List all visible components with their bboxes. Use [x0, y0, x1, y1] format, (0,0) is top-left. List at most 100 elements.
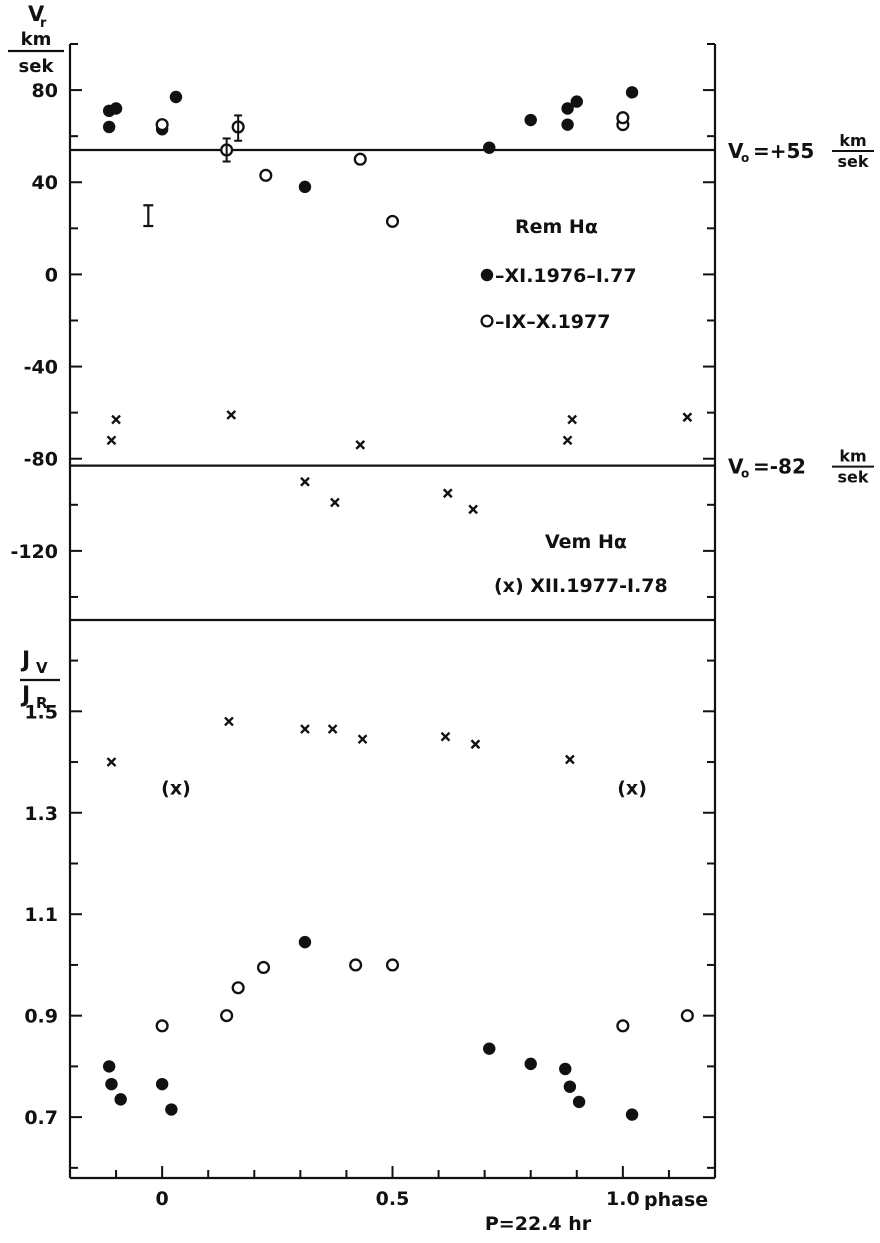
- y2-denominator-sub: R: [36, 694, 48, 712]
- x-point: [440, 731, 451, 742]
- bracketed-x-point: (x): [161, 777, 191, 799]
- filled-circle-point: [114, 1093, 127, 1106]
- filled-circle-point: [155, 1077, 169, 1091]
- x-point: [106, 435, 117, 446]
- x-stroke: [442, 488, 453, 499]
- legend-text-open: –IX–X.1977: [495, 311, 610, 333]
- x-point: [442, 488, 453, 499]
- filled-circle-point: [625, 1108, 639, 1121]
- filled-circle-point: [102, 1060, 116, 1073]
- filled-circle-point: [298, 180, 312, 194]
- x-point: [330, 497, 340, 508]
- ref-subscript: o: [741, 151, 749, 165]
- x-tick-label: 0.5: [376, 1188, 410, 1210]
- y-tick-label: 0.7: [24, 1107, 58, 1129]
- bracketed-x-point: (x): [617, 777, 647, 799]
- y-axis-unit-bottom: sek: [19, 56, 55, 77]
- filled-circle-point: [625, 86, 639, 99]
- open-circle-point: [353, 152, 367, 166]
- x-tick-label: 0: [156, 1188, 169, 1210]
- x-stroke: [682, 412, 693, 423]
- open-circle-point: [385, 214, 400, 228]
- upper-panel: 80 40 0 -40 -80 -120: [10, 43, 715, 598]
- y-tick-label: 0.9: [24, 1006, 58, 1028]
- x-stroke: [106, 435, 117, 446]
- x-point: [682, 412, 693, 423]
- filled-circle-point: [165, 1103, 178, 1116]
- ref-unit-bottom: sek: [837, 468, 868, 487]
- x-stroke: [470, 739, 481, 750]
- x-stroke: [300, 724, 310, 734]
- x-stroke: [355, 440, 366, 450]
- x-point: [224, 716, 234, 727]
- filled-circle-point: [572, 1095, 586, 1109]
- y-axis-unit-top: km: [21, 29, 52, 50]
- x-point: [327, 724, 338, 734]
- x-stroke: [327, 724, 338, 734]
- y-tick-label: -40: [24, 357, 58, 379]
- open-circle-point: [680, 1009, 694, 1023]
- filled-circle-point: [524, 1057, 537, 1071]
- x-stroke: [562, 435, 573, 446]
- x-tick-label: 1.0: [606, 1188, 640, 1210]
- y-tick-label: 1.3: [24, 803, 58, 825]
- y-tick-label: 0: [45, 264, 58, 286]
- open-circle-point: [256, 960, 271, 975]
- x-axis-label: phase: [644, 1189, 708, 1211]
- legend-text-filled: –XI.1976–I.77: [495, 265, 637, 287]
- x-point: [562, 435, 573, 446]
- x-stroke: [111, 414, 121, 425]
- ref-unit-top: km: [839, 131, 866, 150]
- y-tick-label: -120: [10, 541, 58, 563]
- ref-symbol: V: [728, 455, 744, 479]
- x-point: [106, 757, 117, 767]
- x-stroke: [224, 716, 234, 727]
- ref-unit-bottom: sek: [837, 152, 868, 171]
- vem-label: Vem Hα: [545, 531, 627, 553]
- y-tick-label: 40: [32, 172, 58, 194]
- plot-frame: [68, 44, 717, 1180]
- y-axis-symbol: V: [28, 2, 45, 26]
- y-axis-subscript: r: [40, 16, 47, 31]
- y-tick-label: 1.5: [24, 701, 58, 723]
- x-point: [565, 754, 575, 765]
- ref-value: =-82: [753, 455, 806, 479]
- filled-circle-point: [570, 95, 583, 108]
- vem-legend-text: (x) XII.1977-I.78: [494, 575, 668, 597]
- filled-circle-point: [559, 1062, 572, 1076]
- open-circle-point: [259, 168, 273, 182]
- filled-circle-point: [105, 1077, 118, 1091]
- x-point: [567, 414, 578, 425]
- x-point: [355, 440, 366, 450]
- filled-circle-point: [561, 102, 574, 115]
- filled-circle-point: [524, 113, 537, 127]
- filled-circle-point: [561, 118, 574, 131]
- open-circle-point: [220, 1009, 234, 1023]
- y2-denominator: J: [20, 683, 30, 708]
- open-circle-point: [616, 111, 630, 125]
- ref-symbol: V: [728, 139, 744, 163]
- x-point: [468, 504, 478, 515]
- open-circle-point: [480, 314, 494, 328]
- reference-line-label: Vo =+55 km sek: [728, 131, 874, 171]
- y-tick-label: 80: [32, 80, 58, 102]
- period-label: P=22.4 hr: [485, 1213, 592, 1235]
- open-circle-point: [349, 958, 363, 972]
- open-circle-point: [155, 118, 169, 132]
- open-circle-point: [385, 958, 400, 972]
- open-circle-point: [155, 1019, 169, 1033]
- x-point: [300, 724, 310, 734]
- x-stroke: [226, 410, 237, 420]
- x-point: [226, 410, 237, 420]
- open-circle-point: [231, 981, 245, 995]
- x-stroke: [357, 734, 368, 745]
- reference-line-label: Vo =-82 km sek: [728, 447, 874, 487]
- filled-circle-point: [102, 120, 116, 134]
- y-tick-label: 1.1: [24, 904, 58, 926]
- x-point: [300, 476, 310, 487]
- filled-circle-point: [109, 102, 123, 115]
- x-point: [111, 414, 121, 425]
- filled-circle-point: [169, 90, 183, 104]
- filled-circle-point: [483, 1042, 496, 1055]
